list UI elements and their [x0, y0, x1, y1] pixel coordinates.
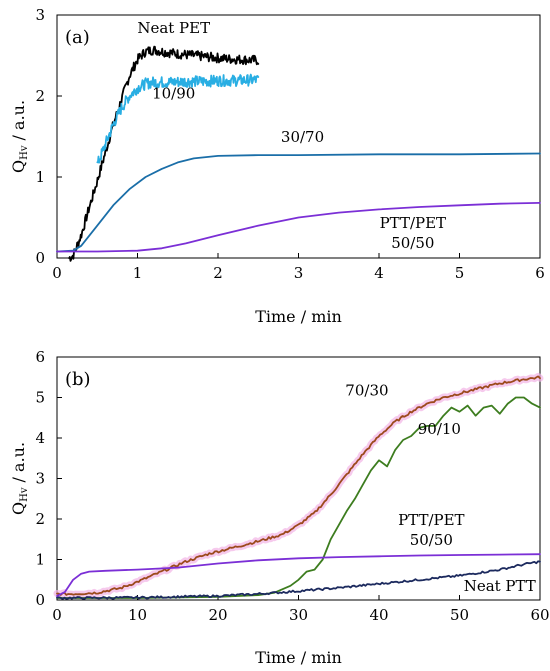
annotation-50-50: 50/50	[391, 234, 434, 252]
annotation-50-50: 50/50	[410, 531, 453, 549]
x-tick-label: 50	[450, 606, 469, 624]
x-tick-label: 60	[530, 606, 549, 624]
annotation-10-90: 10/90	[152, 84, 195, 102]
x-tick-label: 1	[133, 264, 143, 282]
y-axis-label-unit: / a.u.	[9, 100, 28, 146]
series-10-90-line	[96, 73, 260, 164]
annotation-30-70: 30/70	[281, 128, 324, 146]
y-tick-label: 5	[35, 389, 45, 407]
annotation-neat-pet: Neat PET	[137, 19, 210, 37]
x-axis-label: Time / min	[255, 307, 342, 326]
x-tick-label: 3	[294, 264, 304, 282]
x-tick-label: 10	[128, 606, 147, 624]
x-axis-label: Time / min	[255, 648, 342, 667]
chart-panel-a: 0 1 2 3 4 5 6 0 1 2 3 Time / min QHv / a.u. (a) Neat P…	[9, 6, 545, 326]
y-axis-label-sub: Hv	[19, 487, 30, 502]
series-ptt-pet-50-50-line	[56, 553, 541, 597]
series-70-30-line	[56, 375, 541, 596]
series-neat-pet-line	[68, 45, 260, 262]
y-tick-label: 4	[35, 429, 45, 447]
y-tick-label: 2	[35, 87, 45, 105]
annotation-70-30: 70/30	[345, 381, 388, 399]
annotation-ptt-pet: PTT/PET	[380, 214, 446, 232]
y-axis-label-sub: Hv	[19, 145, 30, 160]
x-tick-label: 20	[208, 606, 227, 624]
panel-label: (b)	[65, 369, 91, 390]
y-tick-label: 3	[35, 6, 45, 24]
series-30-70-line	[56, 152, 541, 253]
series-neat-ptt-line	[56, 560, 541, 600]
x-tick-label: 0	[52, 606, 62, 624]
annotation-90-10: 90/10	[418, 420, 461, 438]
y-tick-label: 1	[35, 168, 45, 186]
y-axis-label: QHv / a.u.	[9, 442, 30, 515]
x-tick-label: 40	[369, 606, 388, 624]
y-tick-label: 6	[35, 348, 45, 366]
y-tick-label: 0	[35, 249, 45, 267]
series-ptt-pet-50-50-line	[56, 202, 541, 253]
chart-panel-b: 0 10 20 30 40 50 60 0 1 2 3 4 5 6 Time / min QHv / a.u.…	[9, 348, 550, 667]
y-axis-label-unit: / a.u.	[9, 442, 28, 488]
y-axis-label: QHv / a.u.	[9, 100, 30, 173]
y-tick-label: 1	[35, 551, 45, 569]
y-axis-label-main: Q	[9, 502, 28, 515]
x-tick-label: 5	[455, 264, 465, 282]
y-axis-label-main: Q	[9, 160, 28, 173]
x-tick-label: 6	[535, 264, 545, 282]
annotation-neat-ptt: Neat PTT	[464, 577, 536, 595]
annotation-ptt-pet: PTT/PET	[398, 511, 464, 529]
y-tick-label: 2	[35, 510, 45, 528]
y-tick-label: 0	[35, 591, 45, 609]
series-90-10-line	[56, 396, 541, 599]
panel-label: (a)	[65, 27, 90, 48]
series-70-30-halo	[53, 372, 544, 599]
y-tick-label: 3	[35, 470, 45, 488]
x-tick-label: 4	[374, 264, 384, 282]
x-tick-label: 0	[52, 264, 62, 282]
x-tick-label: 2	[213, 264, 223, 282]
x-tick-label: 30	[289, 606, 308, 624]
